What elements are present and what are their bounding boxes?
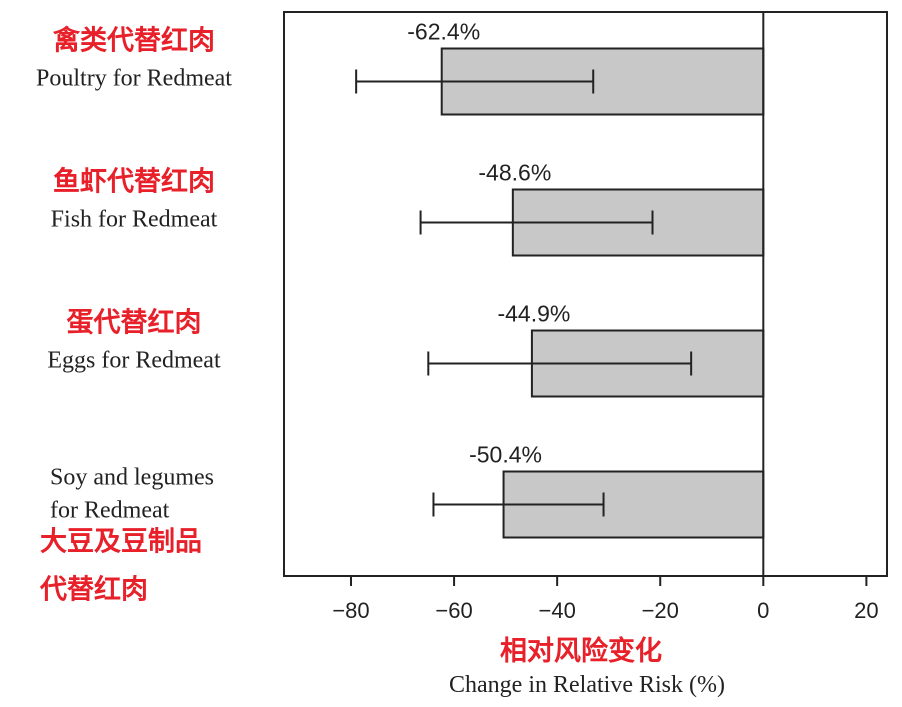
category-label-en: Eggs for Redmeat: [47, 348, 221, 374]
x-tick-label: −80: [332, 598, 369, 623]
category-label-cn: 禽类代替红肉: [52, 25, 215, 57]
category-label-en: Poultry for Redmeat: [36, 66, 232, 92]
data-label: -44.9%: [497, 301, 570, 327]
x-tick-label: 20: [854, 598, 878, 623]
category-label-cn: 蛋代替红肉: [67, 307, 202, 339]
category-label-en: Fish for Redmeat: [51, 207, 218, 233]
x-tick-label: 0: [757, 598, 769, 623]
data-label: -48.6%: [478, 160, 551, 186]
chart-marks: -62.4% -48.6% -44.9% -50.4%: [355, 12, 765, 576]
category-label-cn: 大豆及豆制品: [40, 527, 202, 558]
data-label: -50.4%: [469, 442, 542, 468]
category-label-cn: 鱼虾代替红肉: [53, 166, 215, 198]
category-label-en: Soy and legumes: [50, 465, 214, 491]
x-tick-label: −20: [642, 598, 679, 623]
plot-frame: [283, 11, 888, 577]
category-label-en: for Redmeat: [50, 498, 170, 524]
category-labels: 禽类代替红肉 Poultry for Redmeat 鱼虾代替红肉 Fish for …: [36, 25, 232, 606]
x-axis: −80 −60 −40 −20 0 20: [332, 576, 879, 623]
data-label: -62.4%: [407, 19, 480, 45]
x-axis-label-cn: 相对风险变化: [500, 635, 662, 667]
x-tick-label: −60: [435, 598, 472, 623]
x-axis-label-en: Change in Relative Risk (%): [449, 672, 725, 698]
x-tick-label: −40: [538, 598, 575, 623]
category-label-cn: 代替红肉: [39, 574, 148, 606]
